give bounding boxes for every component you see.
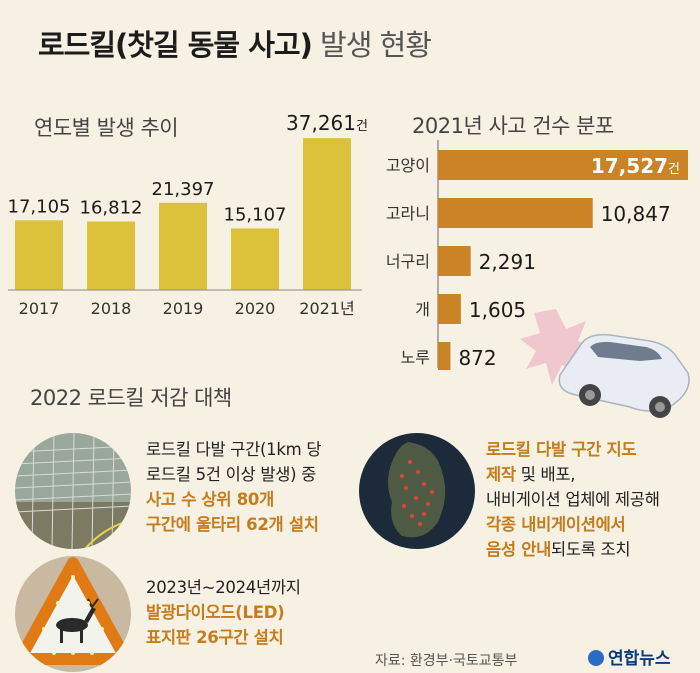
measure-map-line2: 제작 및 배포, bbox=[486, 462, 660, 487]
measure-led-highlight1: 발광다이오드(LED) bbox=[146, 603, 285, 622]
page-title: 로드킬(찻길 동물 사고) 발생 현황 bbox=[38, 22, 432, 64]
year-axis-label-0: 2017 bbox=[19, 299, 60, 318]
led-sign-photo bbox=[15, 556, 131, 672]
measure-led-highlight2: 표지판 26구간 설치 bbox=[146, 628, 284, 647]
year-axis-label-2: 2019 bbox=[163, 299, 204, 318]
year-bar-1 bbox=[87, 221, 135, 290]
measure-fence-highlight1: 사고 수 상위 80개 bbox=[146, 490, 274, 509]
species-axis-label-0: 고양이 bbox=[386, 156, 430, 175]
yearly-trend-title: 연도별 발생 추이 bbox=[34, 116, 179, 140]
species-axis-label-2: 너구리 bbox=[386, 252, 430, 271]
yearly-bar-chart: 17,105 2017 16,812 2018 21,397 2019 15,107 2020… bbox=[8, 111, 368, 318]
species-bar-1 bbox=[438, 198, 593, 228]
species-bar-3 bbox=[438, 294, 461, 324]
car-illustration bbox=[520, 309, 690, 418]
logo-mark-icon bbox=[588, 650, 604, 666]
species-bar-2 bbox=[438, 246, 471, 276]
species-value-label-4: 872 bbox=[458, 346, 496, 370]
species-value-label-1: 10,847 bbox=[601, 202, 671, 226]
distribution-title: 2021년 사고 건수 분포 bbox=[412, 114, 614, 138]
measure-map-text2: 및 배포, bbox=[515, 465, 576, 484]
measure-map-highlight2: 제작 bbox=[486, 465, 516, 484]
roadkill-map-photo bbox=[359, 433, 475, 549]
measure-map-highlight4: 음성 안내 bbox=[486, 540, 551, 559]
measure-fence-line1: 로드킬 다발 구간(1km 당 bbox=[146, 440, 322, 459]
year-value-label-3: 15,107 bbox=[224, 204, 287, 225]
year-bar-2 bbox=[159, 202, 207, 290]
deer-icon bbox=[56, 598, 99, 643]
measure-map-text4: 되도록 조치 bbox=[550, 540, 631, 559]
species-bar-4 bbox=[438, 342, 451, 370]
measure-led-line1: 2023년~2024년까지 bbox=[146, 578, 301, 597]
year-bar-4 bbox=[303, 138, 351, 290]
measure-fence-text: 로드킬 다발 구간(1km 당 로드킬 5건 이상 발생) 중 사고 수 상위 … bbox=[146, 437, 322, 537]
measure-map-line3: 내비게이션 업체에 제공해 bbox=[486, 490, 660, 509]
measure-fence-line2: 로드킬 5건 이상 발생) 중 bbox=[146, 465, 317, 484]
source-note: 자료: 환경부·국토교통부 bbox=[375, 653, 518, 669]
year-axis-label-3: 2020 bbox=[235, 299, 276, 318]
year-bar-3 bbox=[231, 228, 279, 290]
measure-map-highlight1: 로드킬 다발 구간 지도 bbox=[486, 440, 637, 459]
species-value-label-0: 17,527건 bbox=[591, 154, 680, 178]
measure-map-line5: 음성 안내되도록 조치 bbox=[486, 537, 660, 562]
year-axis-label-1: 2018 bbox=[91, 299, 132, 318]
fence-photo bbox=[15, 433, 131, 549]
measures-title: 2022 로드킬 저감 대책 bbox=[30, 386, 232, 410]
measure-fence-highlight2: 구간에 울타리 62개 설치 bbox=[146, 515, 319, 534]
year-value-unit: 건 bbox=[356, 119, 368, 134]
yonhap-logo: 연합뉴스 bbox=[588, 644, 671, 669]
species-value-label-3: 1,605 bbox=[469, 298, 526, 322]
logo-text: 연합뉴스 bbox=[608, 649, 671, 669]
species-axis-label-1: 고라니 bbox=[386, 204, 430, 223]
title-main: 로드킬(찻길 동물 사고) bbox=[38, 28, 313, 62]
species-value-label-2: 2,291 bbox=[479, 250, 536, 274]
year-value-label-0: 17,105 bbox=[8, 196, 71, 217]
measure-map-highlight3: 각종 내비게이션에서 bbox=[486, 515, 626, 534]
year-value-label-4: 37,261건 bbox=[286, 111, 368, 135]
measure-led-text: 2023년~2024년까지 발광다이오드(LED) 표지판 26구간 설치 bbox=[146, 575, 301, 650]
species-axis-label-4: 노루 bbox=[401, 348, 430, 367]
year-value-label-2: 21,397 bbox=[152, 179, 215, 200]
year-value-label-1: 16,812 bbox=[80, 197, 143, 218]
car-icon bbox=[558, 333, 690, 418]
measure-map-text: 로드킬 다발 구간 지도 제작 및 배포, 내비게이션 업체에 제공해 각종 내… bbox=[486, 437, 660, 562]
title-sub: 발생 현황 bbox=[320, 28, 432, 62]
year-bar-0 bbox=[15, 220, 63, 290]
species-axis-label-3: 개 bbox=[415, 300, 430, 319]
year-axis-label-4: 2021년 bbox=[299, 299, 354, 318]
species-bar-0 bbox=[438, 150, 688, 180]
species-value-unit: 건 bbox=[668, 162, 680, 177]
